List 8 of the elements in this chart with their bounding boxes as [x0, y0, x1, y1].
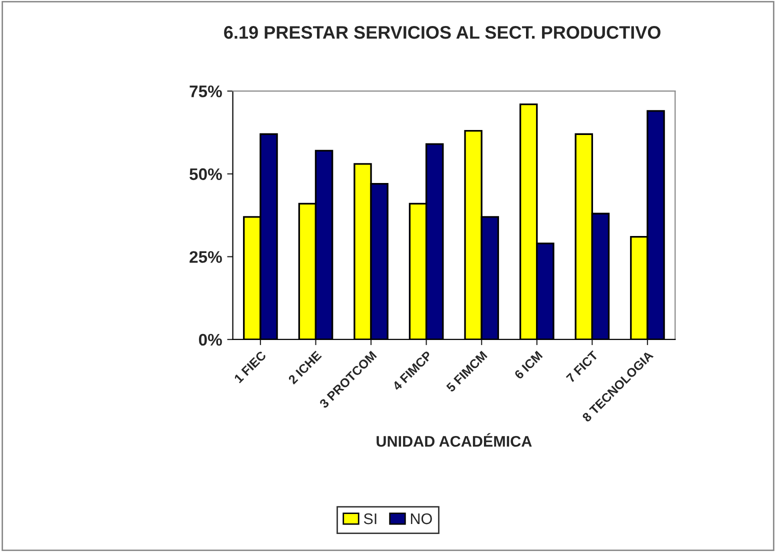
y-tick-label: 50%	[190, 168, 222, 180]
legend-label: SI	[364, 513, 376, 524]
y-tick-label: 25%	[190, 251, 222, 263]
y-tick-label: 0%	[198, 334, 222, 346]
x-axis-title: UNIDAD ACADÉMICA	[376, 433, 532, 447]
y-tick-label: 75%	[190, 86, 222, 98]
chart-title: 6.19 PRESTAR SERVICIOS AL SECT. PRODUCTIVO	[224, 26, 660, 39]
legend-label: NO	[410, 513, 432, 524]
